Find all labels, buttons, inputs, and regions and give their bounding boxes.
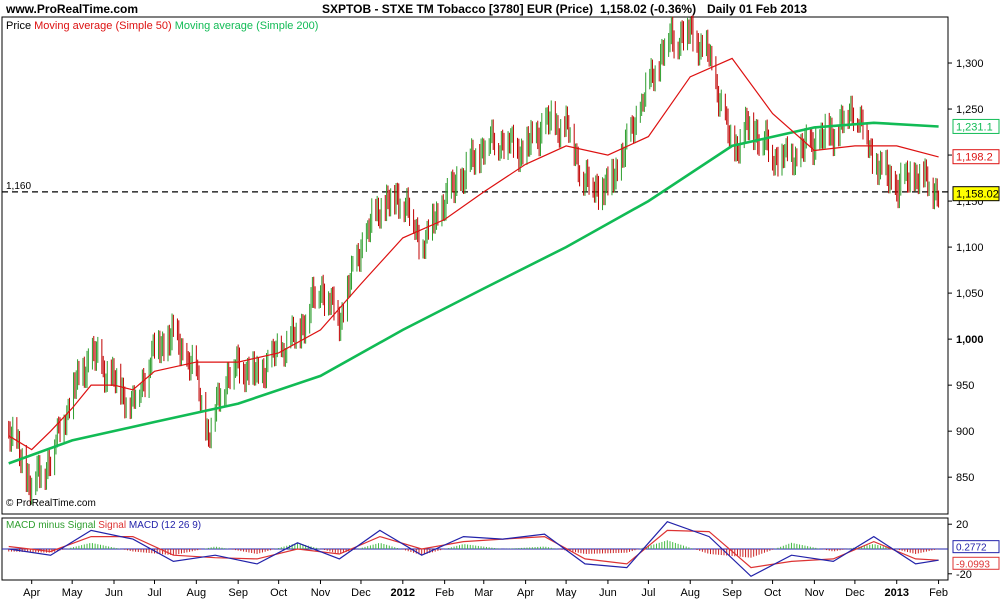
x-tick-label: Nov (805, 587, 825, 599)
price-panel-frame (1, 16, 949, 515)
x-tick-label: Oct (764, 587, 781, 599)
price-y-tick-label: 900 (956, 426, 974, 438)
x-tick-label: Jun (105, 587, 123, 599)
moving-average-layer (8, 57, 939, 465)
x-tick-label: Aug (680, 587, 700, 599)
x-tick-label: Dec (351, 587, 371, 599)
legend-signal: Signal (98, 520, 127, 531)
macd-y-tick-label: -20 (956, 569, 972, 581)
x-tick-label: 2012 (391, 587, 415, 599)
legend-macd-params: (12 26 9) (161, 520, 202, 531)
value-label-ma200: 1,231.1 (956, 121, 993, 133)
macd-line (8, 520, 939, 578)
x-tick-label: Jun (599, 587, 617, 599)
x-tick-label: Aug (187, 587, 207, 599)
x-tick-label: Mar (474, 587, 493, 599)
period-label: Daily 01 Feb 2013 (707, 2, 808, 16)
value-label-box-price (952, 186, 1000, 202)
reference-line-layer: 1,160 (2, 181, 948, 193)
x-tick-label: May (62, 587, 83, 599)
x-tick-label: Feb (435, 587, 454, 599)
site-name[interactable]: www.ProRealTime.com (6, 2, 139, 16)
instrument-title: SXPTOB - STXE TM Tobacco [3780] EUR (Pri… (322, 2, 593, 16)
legend-price: Price (6, 20, 32, 32)
last-price: 1,158.02 (-0.36%) (600, 2, 697, 16)
value-label-ma50: 1,198.2 (956, 152, 993, 164)
price-y-tick-label: 1,100 (956, 242, 984, 254)
x-tick-label: Apr (23, 587, 40, 599)
macd-y-tick-label: 20 (956, 519, 968, 531)
price-y-tick-label: 1,300 (956, 58, 984, 70)
chart-header: www.ProRealTime.com SXPTOB - STXE TM Tob… (0, 0, 1000, 18)
reference-line-label: 1,160 (6, 181, 31, 192)
x-tick-label: Sep (722, 587, 742, 599)
macd-layer (2, 520, 948, 578)
price-y-tick-label: 950 (956, 380, 974, 392)
ma200-line (8, 121, 939, 465)
x-tick-label: Feb (929, 587, 948, 599)
value-label-box-ma50 (952, 149, 1000, 165)
ma50-line (8, 57, 939, 451)
price-y-tick-label: 1,050 (956, 288, 984, 300)
x-tick-label: Sep (228, 587, 248, 599)
x-tick-label: Apr (517, 587, 534, 599)
legend-macd: MACD (128, 520, 159, 531)
x-tick-label: Oct (270, 587, 287, 599)
price-legend: Price Moving average (Simple 50) Moving … (6, 20, 318, 32)
x-tick-label: 2013 (884, 587, 908, 599)
value-labels-layer: 1,231.1 1,198.2 1,158.02 0.2772 -9.0993 (952, 118, 1000, 570)
macd-legend: MACD minus Signal Signal MACD (12 26 9) (6, 520, 201, 531)
macd-value-label-box-signal (952, 556, 1000, 570)
price-y-tick-label: 1,000 (956, 334, 984, 346)
legend-ma50: Moving average (Simple 50) (34, 20, 172, 32)
macd-value-label-macd: 0.2772 (956, 543, 987, 554)
watermark: © ProRealTime.com (6, 498, 96, 509)
value-label-price: 1,158.02 (956, 189, 999, 201)
x-tick-label: May (556, 587, 577, 599)
value-label-box-ma200 (952, 118, 1000, 134)
price-y-tick-label: 1,250 (956, 104, 984, 116)
price-y-tick-label: 850 (956, 472, 974, 484)
signal-line (8, 529, 939, 569)
x-tick-label: Jul (147, 587, 161, 599)
x-tick-label: Dec (845, 587, 865, 599)
macd-value-label-signal: -9.0993 (956, 559, 990, 570)
price-bars-layer (8, 15, 940, 505)
macd-value-label-box-macd (952, 540, 1000, 554)
x-tick-label: Jul (641, 587, 655, 599)
legend-macd-hist: MACD minus Signal (6, 520, 96, 531)
x-tick-label: Nov (311, 587, 331, 599)
legend-ma200: Moving average (Simple 200) (174, 20, 319, 32)
